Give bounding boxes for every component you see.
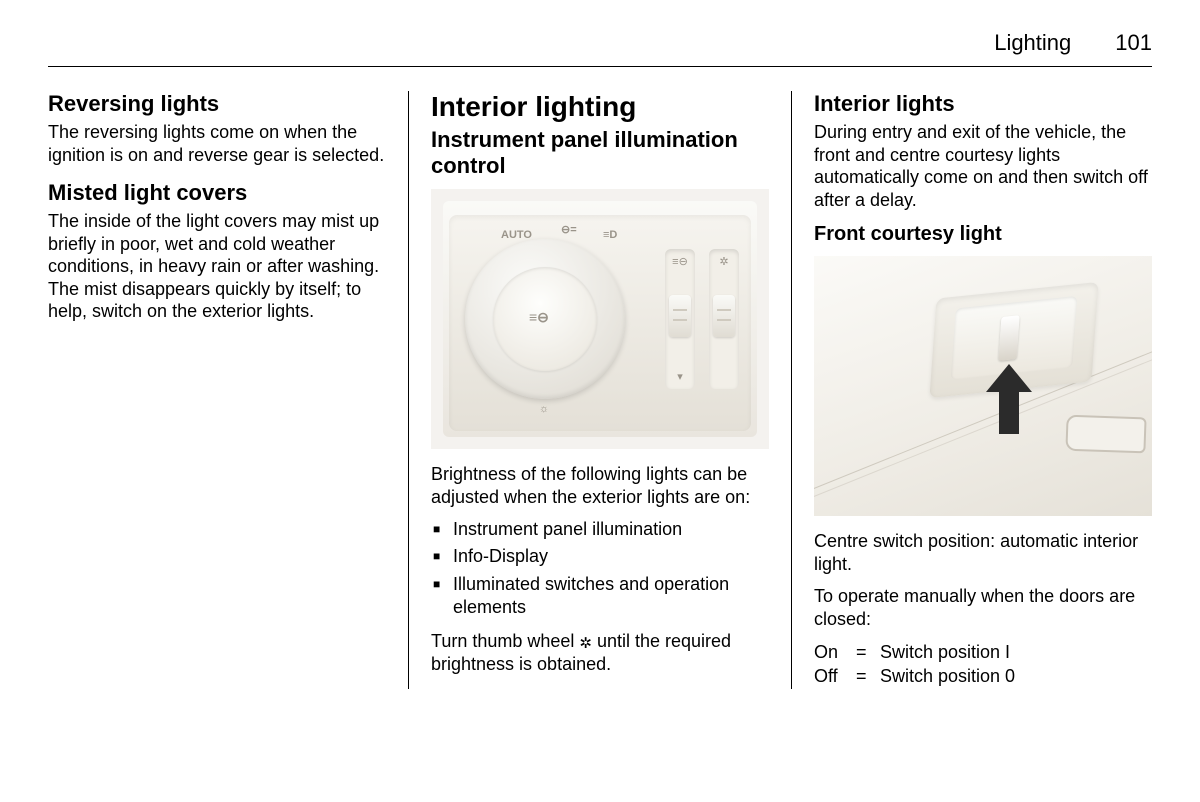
- thumb-wheel-icon: ✲: [579, 635, 592, 652]
- text-fragment: Turn thumb wheel: [431, 631, 579, 651]
- list-item: Instrument panel illumination: [431, 518, 769, 541]
- table-row: On = Switch position I: [814, 640, 1152, 664]
- dial-label-headlight-icon: ≡D: [603, 229, 617, 241]
- cell-eq: =: [856, 664, 880, 688]
- brightness-thumb-wheel: ✲: [709, 249, 739, 389]
- cell-key: On: [814, 640, 856, 664]
- sun-visor: [1065, 415, 1146, 454]
- list-item: Info-Display: [431, 545, 769, 568]
- heading-front-courtesy: Front courtesy light: [814, 223, 1152, 246]
- dial-label-auto: AUTO: [501, 229, 532, 241]
- figure-front-courtesy-light: [814, 256, 1152, 516]
- list-item: Illuminated switches and operation eleme…: [431, 573, 769, 620]
- page-number: 101: [1115, 30, 1152, 56]
- page-header: Lighting 101: [48, 30, 1152, 67]
- para-misted: The inside of the light covers may mist …: [48, 210, 386, 323]
- para-brightness-intro: Brightness of the following lights can b…: [431, 463, 769, 508]
- thumb-wheel-icon: ✲: [719, 255, 728, 268]
- slider-thumb: [713, 295, 735, 337]
- dial-label-bulb-icon: ☼: [539, 403, 549, 415]
- para-turn-thumb-wheel: Turn thumb wheel ✲ until the required br…: [431, 630, 769, 676]
- brightness-list: Instrument panel illumination Info-Displ…: [431, 518, 769, 620]
- column-3: Interior lights During entry and exit of…: [791, 91, 1152, 689]
- slider-thumb: [669, 295, 691, 337]
- switch-position-table: On = Switch position I Off = Switch posi…: [814, 640, 1152, 689]
- para-operate-manually: To operate manually when the doors are c…: [814, 585, 1152, 630]
- cell-key: Off: [814, 664, 856, 688]
- heading-reversing-lights: Reversing lights: [48, 91, 386, 117]
- cell-value: Switch position I: [880, 640, 1010, 664]
- cell-value: Switch position 0: [880, 664, 1015, 688]
- table-row: Off = Switch position 0: [814, 664, 1152, 688]
- section-title: Lighting: [994, 30, 1071, 56]
- cell-eq: =: [856, 640, 880, 664]
- para-centre-switch: Centre switch position: automatic interi…: [814, 530, 1152, 575]
- column-2: Interior lighting Instrument panel illum…: [408, 91, 791, 689]
- slider-icon-down: ▾: [677, 370, 683, 383]
- para-entry-exit: During entry and exit of the vehicle, th…: [814, 121, 1152, 211]
- heading-instrument-panel: Instrument panel illumination control: [431, 127, 769, 179]
- slider-icon-headlamp: ≡⊖: [672, 255, 688, 268]
- dial-label-fog-icon: ≡⊖: [529, 309, 549, 326]
- heading-interior-lighting: Interior lighting: [431, 91, 769, 123]
- heading-interior-lights: Interior lights: [814, 91, 1152, 117]
- content-columns: Reversing lights The reversing lights co…: [48, 91, 1152, 689]
- courtesy-light-switch: [998, 315, 1019, 361]
- headlamp-level-slider: ≡⊖ ▾: [665, 249, 695, 389]
- figure-instrument-panel-control: AUTO ⊖= ≡D ≡⊖ ☼ ≡⊖ ▾ ✲: [431, 189, 769, 449]
- para-reversing: The reversing lights come on when the ig…: [48, 121, 386, 166]
- heading-misted-covers: Misted light covers: [48, 180, 386, 206]
- column-1: Reversing lights The reversing lights co…: [48, 91, 408, 689]
- dial-label-park-icon: ⊖=: [561, 223, 577, 236]
- arrow-indicator-icon: [986, 364, 1032, 434]
